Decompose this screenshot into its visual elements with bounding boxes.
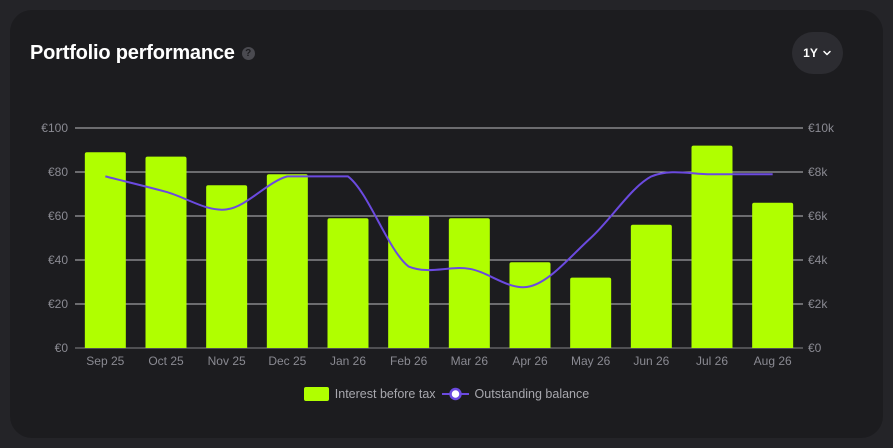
chart-legend: Interest before tax Outstanding balance <box>0 387 893 401</box>
y-right-tick-label: €8k <box>808 165 828 179</box>
period-label: 1Y <box>803 46 818 60</box>
line-swatch-icon <box>441 387 469 401</box>
x-tick-label: May 26 <box>571 354 611 368</box>
bar-swatch-icon <box>303 387 329 401</box>
card-header: Portfolio performance ? <box>30 42 255 65</box>
x-tick-label: Oct 25 <box>148 354 184 368</box>
x-tick-label: Apr 26 <box>512 354 548 368</box>
balance-line <box>105 171 773 289</box>
y-left-tick-label: €20 <box>48 297 68 311</box>
y-right-tick-label: €4k <box>808 253 828 267</box>
x-tick-label: Sep 25 <box>86 354 124 368</box>
bar <box>691 145 733 348</box>
bar <box>145 156 187 348</box>
x-tick-label: Aug 26 <box>754 354 792 368</box>
bar <box>84 152 126 348</box>
period-select-button[interactable]: 1Y <box>792 32 843 74</box>
y-right-tick-label: €2k <box>808 297 828 311</box>
y-left-tick-label: €80 <box>48 165 68 179</box>
legend-item-interest[interactable]: Interest before tax <box>303 387 436 401</box>
legend-label-balance: Outstanding balance <box>474 387 590 401</box>
x-tick-label: Feb 26 <box>390 354 428 368</box>
legend-item-balance[interactable]: Outstanding balance <box>441 387 590 401</box>
help-icon[interactable]: ? <box>241 47 255 60</box>
bar <box>206 185 248 348</box>
bar <box>266 174 308 348</box>
y-left-tick-label: €100 <box>41 121 68 135</box>
y-left-tick-label: €40 <box>48 253 68 267</box>
chevron-down-icon <box>823 50 831 56</box>
legend-label-interest: Interest before tax <box>334 387 436 401</box>
y-right-tick-label: €0 <box>808 341 822 355</box>
bar <box>752 202 794 348</box>
bar <box>388 216 430 348</box>
y-left-tick-label: €0 <box>55 341 69 355</box>
y-left-tick-label: €60 <box>48 209 68 223</box>
bar <box>448 218 490 348</box>
x-tick-label: Jun 26 <box>633 354 669 368</box>
x-tick-label: Mar 26 <box>451 354 489 368</box>
x-tick-label: Jan 26 <box>330 354 366 368</box>
y-right-tick-label: €6k <box>808 209 828 223</box>
bar <box>630 224 672 348</box>
card-title: Portfolio performance <box>30 42 235 64</box>
bar <box>509 262 551 348</box>
bar <box>570 277 612 348</box>
bar <box>327 218 369 348</box>
x-tick-label: Jul 26 <box>696 354 728 368</box>
y-right-tick-label: €10k <box>808 121 835 135</box>
x-tick-label: Dec 25 <box>268 354 306 368</box>
x-tick-label: Nov 25 <box>208 354 246 368</box>
